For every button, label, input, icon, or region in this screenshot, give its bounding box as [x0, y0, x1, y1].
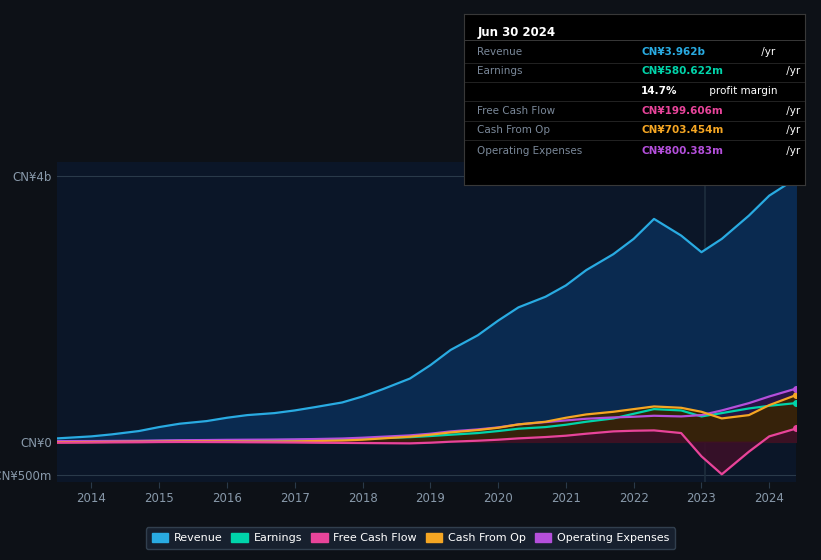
Text: CN¥3.962b: CN¥3.962b [641, 46, 705, 57]
Text: Operating Expenses: Operating Expenses [478, 146, 583, 156]
Legend: Revenue, Earnings, Free Cash Flow, Cash From Op, Operating Expenses: Revenue, Earnings, Free Cash Flow, Cash … [146, 528, 675, 549]
Text: 14.7%: 14.7% [641, 86, 677, 96]
Text: /yr: /yr [783, 146, 800, 156]
Text: /yr: /yr [758, 46, 775, 57]
Text: Cash From Op: Cash From Op [478, 125, 551, 135]
Text: /yr: /yr [783, 66, 800, 76]
Text: CN¥800.383m: CN¥800.383m [641, 146, 723, 156]
Text: Jun 30 2024: Jun 30 2024 [478, 26, 556, 39]
Text: Revenue: Revenue [478, 46, 523, 57]
Text: /yr: /yr [783, 125, 800, 135]
Text: /yr: /yr [783, 105, 800, 115]
Text: Free Cash Flow: Free Cash Flow [478, 105, 556, 115]
Text: CN¥199.606m: CN¥199.606m [641, 105, 722, 115]
Text: CN¥703.454m: CN¥703.454m [641, 125, 723, 135]
Text: CN¥580.622m: CN¥580.622m [641, 66, 723, 76]
Text: profit margin: profit margin [706, 86, 777, 96]
Text: Earnings: Earnings [478, 66, 523, 76]
